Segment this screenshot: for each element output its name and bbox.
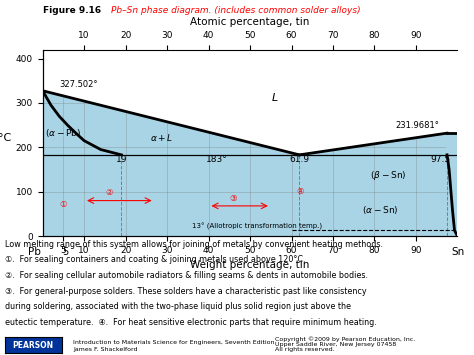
Text: Introduction to Materials Science for Engineers, Seventh Edition: Introduction to Materials Science for En… — [73, 340, 275, 345]
Text: 97.5: 97.5 — [431, 154, 451, 164]
Text: ④: ④ — [296, 187, 303, 196]
Text: 19: 19 — [116, 154, 127, 164]
Text: Pb: Pb — [28, 247, 41, 257]
Text: ③.  For general-purpose solders. These solders have a characteristic past like c: ③. For general-purpose solders. These so… — [5, 286, 366, 296]
Text: Figure 9.16: Figure 9.16 — [43, 6, 107, 16]
Text: ①.  For sealing containers and coating & joining metals used above 120°C.: ①. For sealing containers and coating & … — [5, 255, 305, 264]
Text: Sn: Sn — [451, 247, 465, 257]
Y-axis label: °C: °C — [0, 133, 11, 143]
Text: $(\beta-$Sn$)$: $(\beta-$Sn$)$ — [370, 169, 407, 182]
Text: ①: ① — [60, 200, 67, 209]
Text: PEARSON: PEARSON — [13, 341, 54, 350]
Text: Pb–Sn phase diagram. (includes common solder alloys): Pb–Sn phase diagram. (includes common so… — [111, 6, 361, 16]
Text: 183°: 183° — [206, 154, 228, 164]
Text: 61.9: 61.9 — [289, 154, 310, 164]
Text: All rights reserved.: All rights reserved. — [275, 347, 335, 352]
Text: $L$: $L$ — [271, 91, 278, 103]
Text: James F. Shackelford: James F. Shackelford — [73, 348, 138, 353]
Text: 231.9681°: 231.9681° — [395, 121, 439, 130]
X-axis label: Weight percentage, tin: Weight percentage, tin — [191, 260, 310, 271]
Polygon shape — [447, 133, 457, 236]
Text: ②.  For sealing cellular automobile radiators & filling seams & dents in automob: ②. For sealing cellular automobile radia… — [5, 271, 368, 280]
Text: $(\alpha-$Pb$)$: $(\alpha-$Pb$)$ — [45, 127, 82, 139]
Text: Copyright ©2009 by Pearson Education, Inc.: Copyright ©2009 by Pearson Education, In… — [275, 336, 415, 342]
Text: ③: ③ — [230, 193, 237, 203]
X-axis label: Atomic percentage, tin: Atomic percentage, tin — [191, 17, 310, 27]
Text: 5: 5 — [63, 247, 69, 257]
Text: 327.502°: 327.502° — [59, 80, 98, 89]
Text: eutectic temperature.  ④.  For heat sensitive electronic parts that require mini: eutectic temperature. ④. For heat sensit… — [5, 318, 376, 327]
Text: ②: ② — [105, 188, 113, 197]
Text: during soldering, associated with the two-phase liquid plus solid region just ab: during soldering, associated with the tw… — [5, 302, 351, 311]
Text: $(\alpha-$Sn$)$: $(\alpha-$Sn$)$ — [362, 204, 399, 216]
Text: Low melting range of this system allows for joining of metals by convenient heat: Low melting range of this system allows … — [5, 240, 383, 249]
Text: 13° (Allotropic transformation temp.): 13° (Allotropic transformation temp.) — [192, 222, 322, 230]
Polygon shape — [43, 50, 457, 155]
Text: Upper Saddle River, New Jersey 07458: Upper Saddle River, New Jersey 07458 — [275, 342, 396, 347]
Text: $\alpha + L$: $\alpha + L$ — [150, 132, 174, 143]
